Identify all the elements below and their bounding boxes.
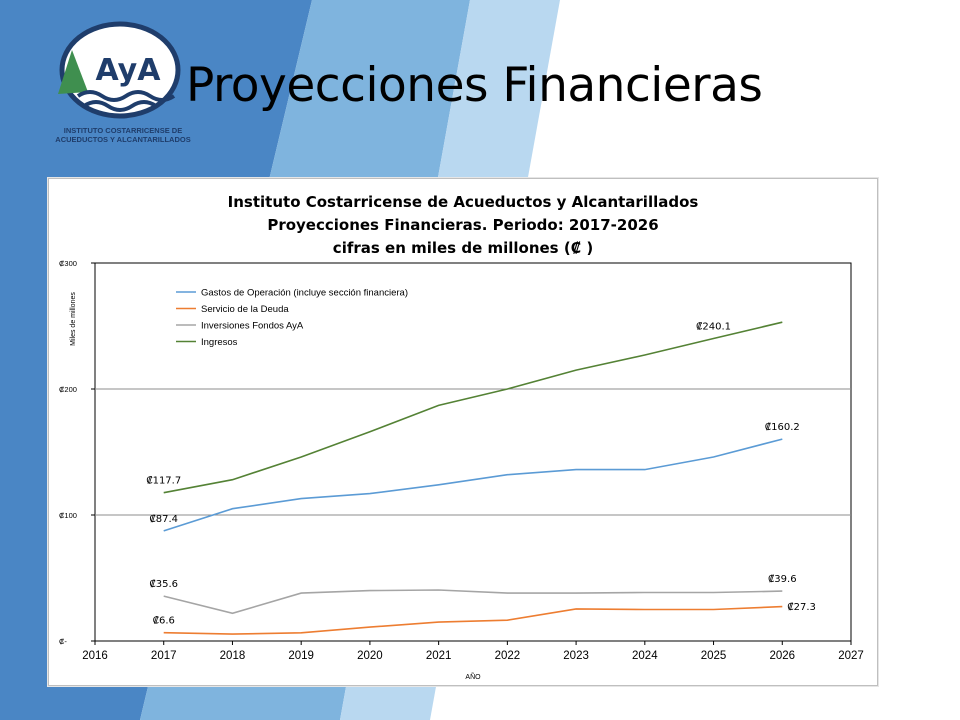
data-label: ₡6.6 [153, 616, 175, 627]
logo-wave-icon [82, 100, 158, 112]
data-label: ₡39.6 [768, 574, 797, 585]
data-label: ₡117.7 [146, 476, 181, 487]
y-tick-label: ₡- [59, 637, 67, 646]
y-axis: ₡- ₡100 ₡200 ₡300 [59, 259, 95, 646]
logo-text: AyA [96, 53, 162, 88]
data-label: ₡35.6 [149, 579, 178, 590]
x-tick-label: 2027 [838, 650, 864, 662]
logo-mountain-icon [58, 50, 88, 94]
x-tick-label: 2017 [151, 650, 177, 662]
series-line-3 [163, 589, 783, 615]
logo-wave-icon [76, 90, 176, 102]
x-tick-label: 2016 [82, 650, 108, 662]
x-tick-label: 2019 [288, 650, 314, 662]
line-chart: Instituto Costarricense de Acueductos y … [59, 193, 864, 681]
chart-title-line-3: cifras en miles de millones (₡ ) [333, 239, 593, 257]
logo-caption: INSTITUTO COSTARRICENSE DE ACUEDUCTOS Y … [55, 126, 191, 144]
legend-entry: Inversiones Fondos AyA [201, 321, 304, 332]
x-tick-label: 2026 [769, 650, 795, 662]
chart-title-line-2: Proyecciones Financieras. Periodo: 2017-… [267, 216, 658, 234]
legend-entry: Servicio de la Deuda [201, 304, 289, 315]
x-tick-label: 2021 [426, 650, 452, 662]
data-label: ₡27.3 [787, 602, 816, 613]
data-labels: ₡117.7 ₡87.4 ₡35.6 ₡6.6 ₡240.1 ₡160.2 ₡39.6 ₡27… [146, 321, 816, 626]
x-axis-title: AÑO [465, 672, 481, 681]
chart-frame: Instituto Costarricense de Acueductos y … [48, 178, 878, 686]
data-label: ₡240.1 [696, 321, 731, 332]
x-tick-label: 2022 [495, 650, 521, 662]
chart-title-line-1: Instituto Costarricense de Acueductos y … [228, 193, 699, 211]
x-tick-label: 2020 [357, 650, 383, 662]
series-line-4 [163, 321, 783, 494]
legend: Gastos de Operación (incluye sección fin… [176, 288, 408, 348]
plot-area [94, 262, 852, 642]
x-axis: 2016 2017 2018 2019 2020 2021 2022 2023 2024 2025… [82, 641, 864, 662]
x-tick-label: 2024 [632, 650, 658, 662]
data-label: ₡87.4 [149, 514, 178, 525]
y-tick-label: ₡100 [59, 511, 77, 520]
data-label: ₡160.2 [765, 422, 800, 433]
x-tick-label: 2018 [220, 650, 246, 662]
series-line-2 [163, 605, 783, 635]
x-tick-label: 2025 [701, 650, 727, 662]
legend-entry: Ingresos [201, 337, 238, 348]
series-line-1 [163, 438, 783, 532]
y-tick-label: ₡200 [59, 385, 77, 394]
slide-title: Proyecciones Financieras [186, 58, 763, 113]
aya-logo: AyA [58, 21, 181, 119]
series-lines [163, 321, 783, 635]
y-tick-label: ₡300 [59, 259, 77, 268]
x-tick-label: 2023 [563, 650, 589, 662]
legend-entry: Gastos de Operación (incluye sección fin… [201, 288, 408, 299]
gridlines [95, 388, 851, 516]
y-axis-title: Miles de millones [70, 292, 77, 346]
